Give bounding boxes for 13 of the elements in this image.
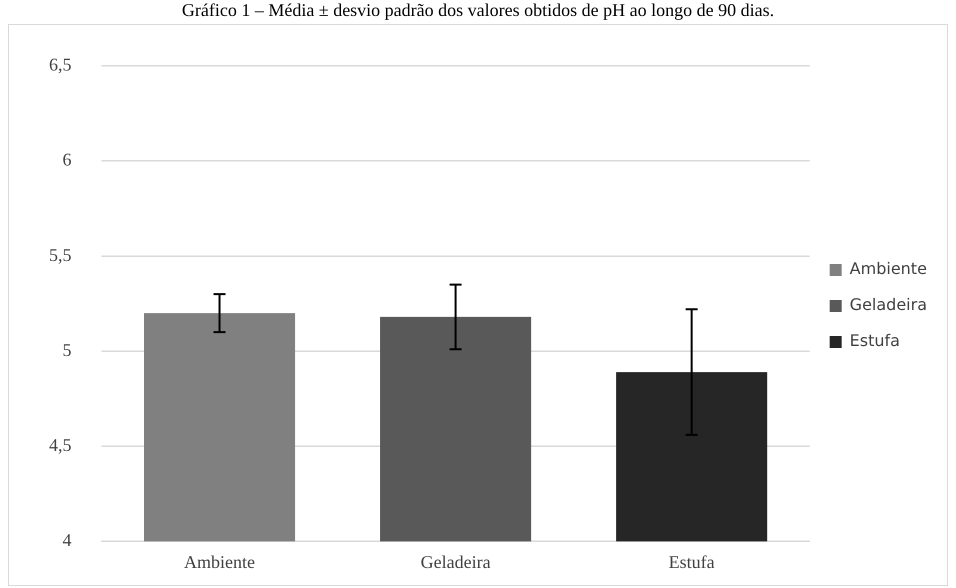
chart-title: Gráfico 1 – Média ± desvio padrão dos valores obtidos de pH ao longo de 90 dias. <box>180 0 776 21</box>
y-tick-label: 4 <box>62 530 72 550</box>
legend-label: Ambiente <box>850 259 927 278</box>
y-tick-label: 5 <box>62 340 72 360</box>
y-tick-label: 4,5 <box>49 435 72 456</box>
y-tick-label: 6 <box>62 150 72 170</box>
x-tick-label: Geladeira <box>420 552 491 572</box>
x-tick-label: Estufa <box>668 552 715 572</box>
y-tick-label: 6,5 <box>49 54 72 75</box>
legend-label: Estufa <box>850 331 900 350</box>
x-tick-label: Ambiente <box>184 552 256 572</box>
y-tick-label: 5,5 <box>49 244 72 265</box>
legend-label: Geladeira <box>850 295 928 314</box>
